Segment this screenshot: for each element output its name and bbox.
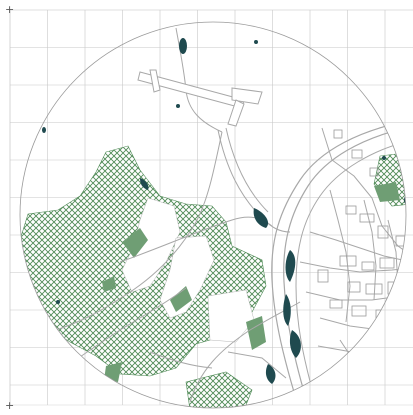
corner-mark-bottom-left: + (5, 399, 14, 412)
corner-mark-top-left: + (5, 3, 14, 16)
pond (176, 104, 180, 108)
lake (266, 364, 276, 384)
green-patch (104, 362, 122, 382)
lake (283, 294, 291, 326)
woodland-area-south[interactable] (186, 372, 252, 410)
map-content (20, 28, 412, 412)
pond (406, 249, 410, 255)
pond (42, 127, 46, 133)
lake (290, 330, 301, 358)
pond (382, 156, 386, 160)
pond (110, 381, 114, 387)
pond (179, 38, 187, 54)
pond (254, 40, 258, 44)
lake (286, 250, 296, 282)
clearing (208, 290, 254, 342)
lake (254, 208, 268, 228)
green-patch (246, 316, 266, 350)
pond (56, 300, 60, 304)
